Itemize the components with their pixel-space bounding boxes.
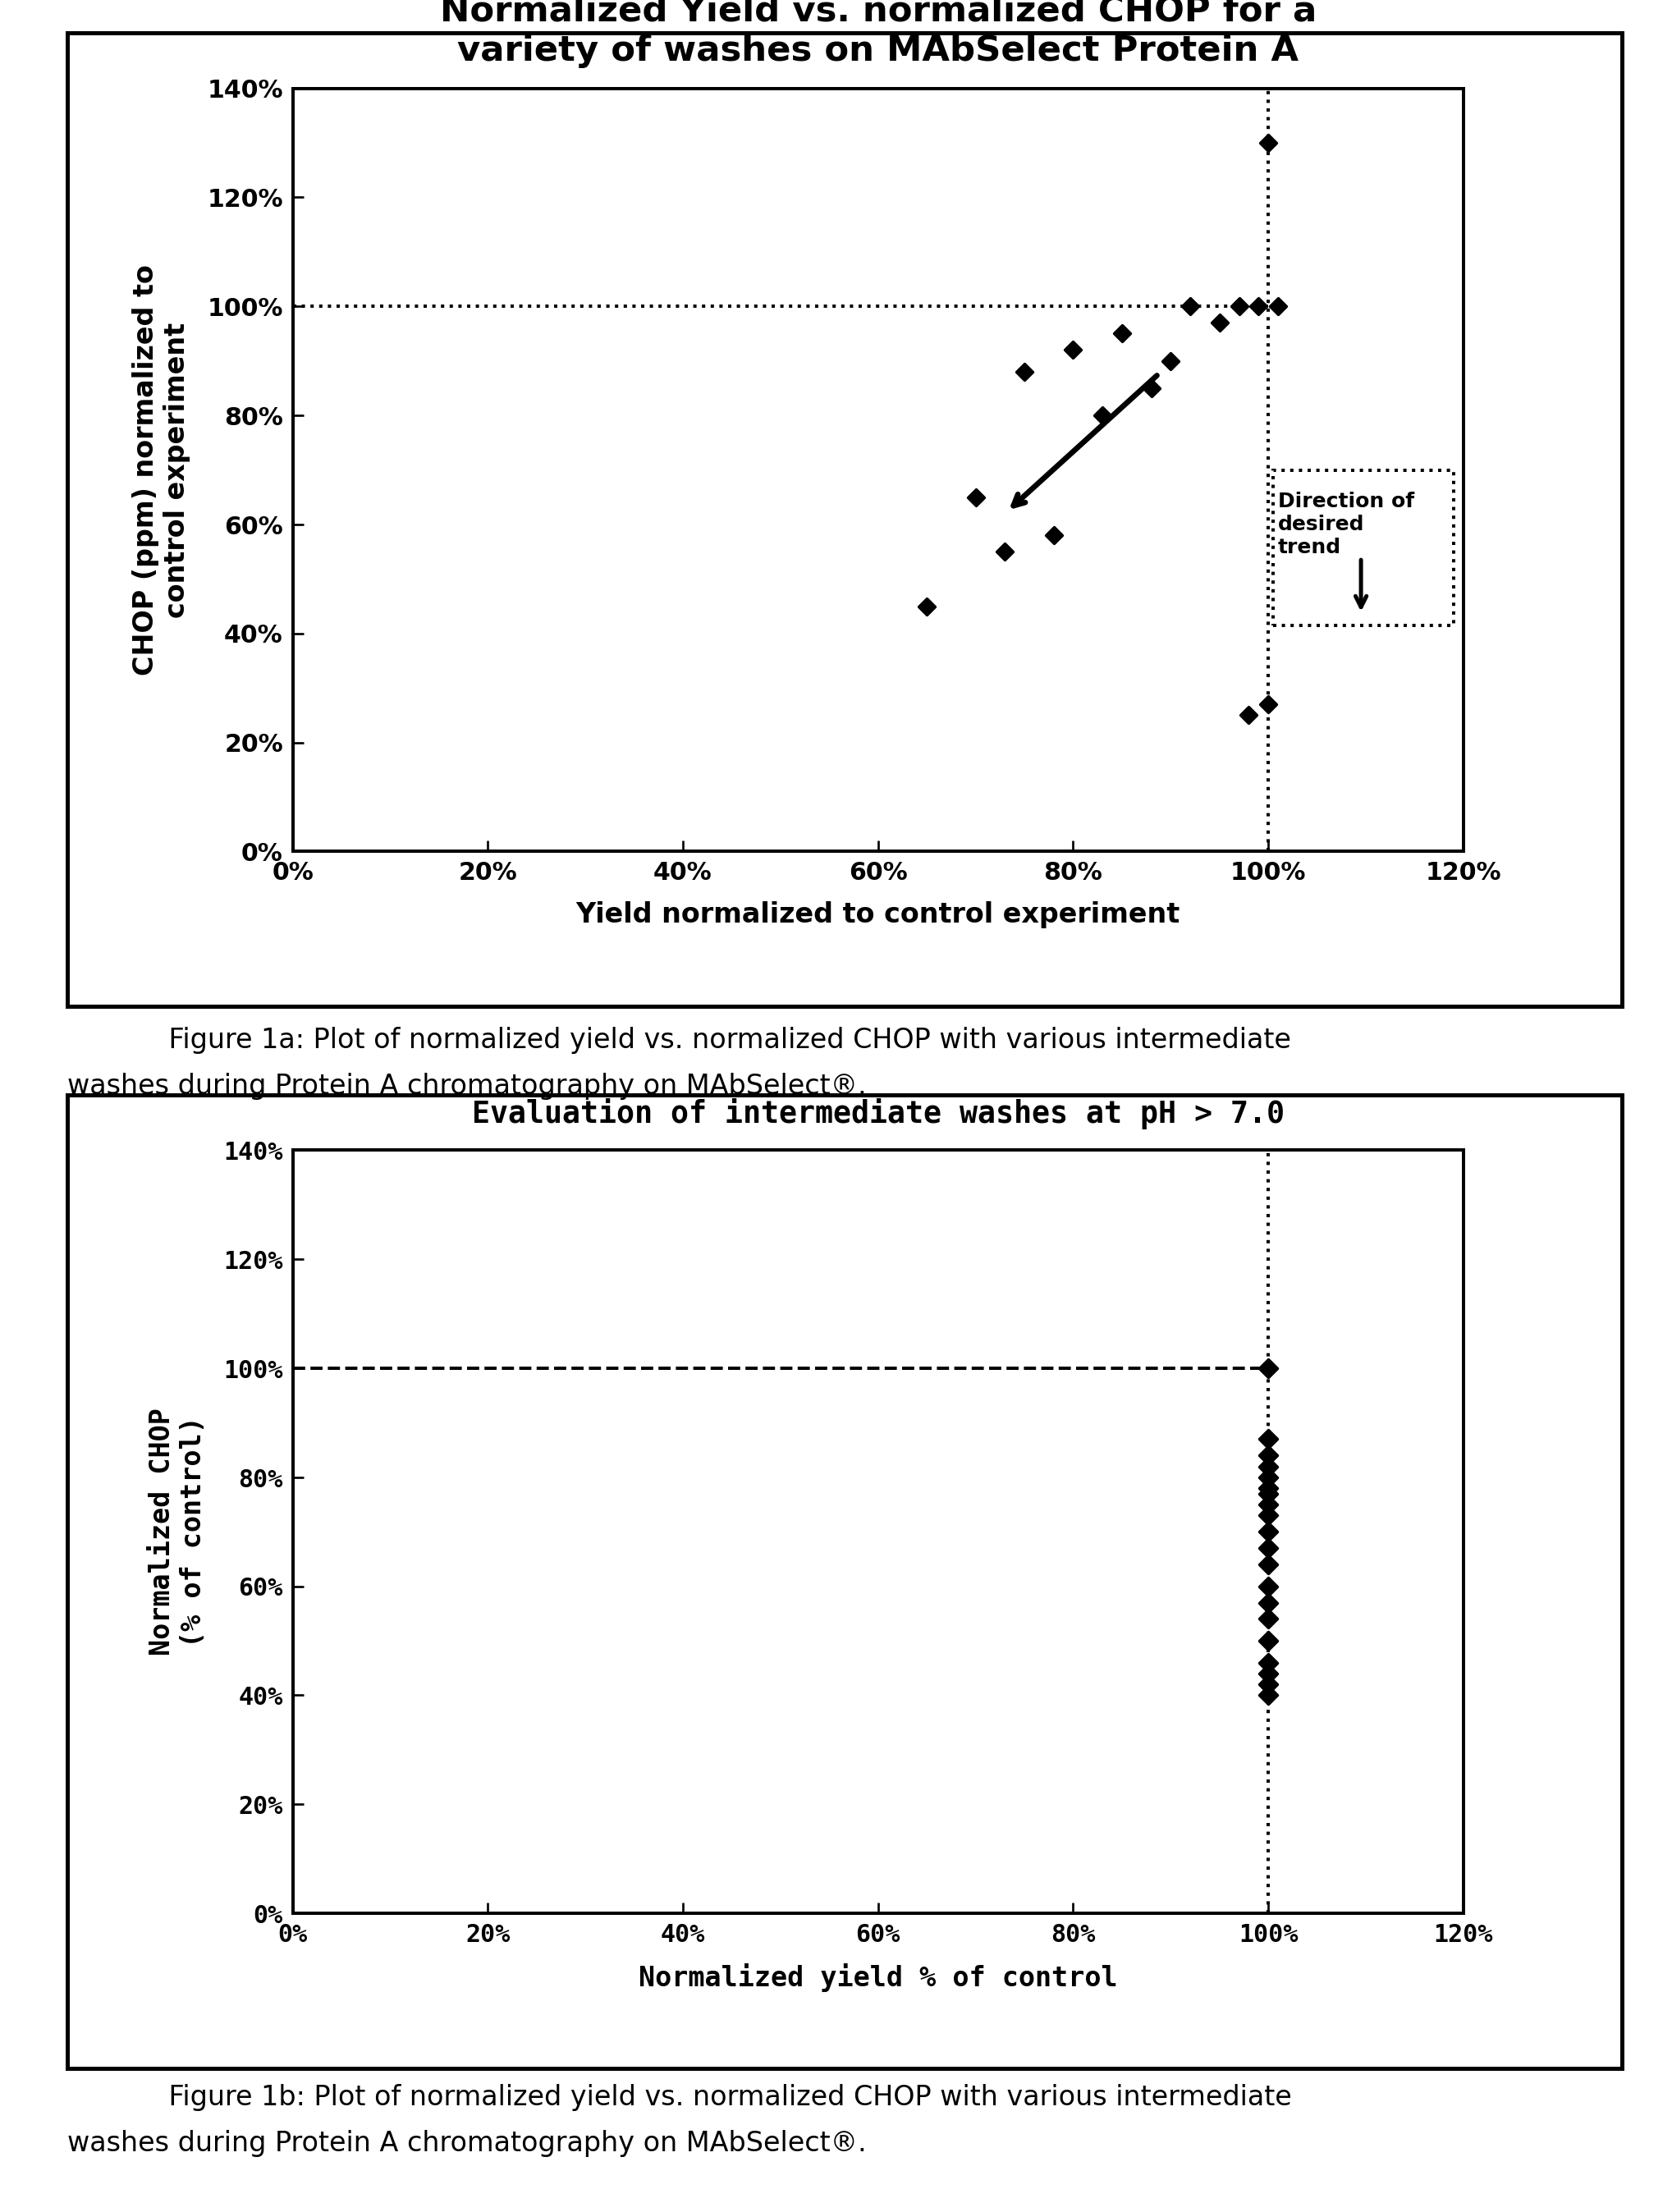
Point: [1254, 1677, 1281, 1712]
Point: [1254, 1668, 1281, 1703]
Point: [1254, 1546, 1281, 1582]
Point: [1254, 126, 1281, 161]
Title: Evaluation of intermediate washes at pH > 7.0: Evaluation of intermediate washes at pH …: [472, 1099, 1284, 1130]
Point: [1040, 518, 1067, 553]
Point: [1157, 343, 1184, 378]
Point: [1254, 1646, 1281, 1681]
Y-axis label: Normalized CHOP
(% of control): Normalized CHOP (% of control): [149, 1407, 207, 1657]
Point: [1254, 1568, 1281, 1604]
Point: [1060, 332, 1087, 367]
Title: Normalized Yield vs. normalized CHOP for a
variety of washes on MAbSelect Protei: Normalized Yield vs. normalized CHOP for…: [440, 0, 1316, 69]
Y-axis label: CHOP (ppm) normalized to
control experiment: CHOP (ppm) normalized to control experim…: [132, 265, 191, 675]
Point: [1226, 290, 1252, 325]
Point: [1254, 1498, 1281, 1533]
Point: [1254, 1471, 1281, 1506]
Point: [1254, 1475, 1281, 1511]
Point: [1244, 290, 1272, 325]
Point: [1254, 1657, 1281, 1692]
Text: Figure 1a: Plot of normalized yield vs. normalized CHOP with various intermediat: Figure 1a: Plot of normalized yield vs. …: [134, 1026, 1291, 1053]
Point: [1254, 1449, 1281, 1484]
Point: [1088, 398, 1115, 434]
Point: [913, 588, 940, 624]
Point: [1254, 1486, 1281, 1522]
Text: Direction of
desired
trend: Direction of desired trend: [1277, 491, 1415, 557]
Point: [1137, 372, 1164, 407]
FancyBboxPatch shape: [1272, 471, 1453, 626]
Point: [1206, 305, 1232, 341]
X-axis label: Yield normalized to control experiment: Yield normalized to control experiment: [575, 902, 1180, 929]
Point: [991, 533, 1018, 568]
Point: [1254, 1601, 1281, 1637]
Text: washes during Protein A chromatography on MAbSelect®.: washes during Protein A chromatography o…: [67, 1073, 866, 1099]
Point: [1264, 290, 1291, 325]
Point: [1254, 1460, 1281, 1495]
Point: [1109, 316, 1135, 352]
Text: washes during Protein A chromatography on MAbSelect®.: washes during Protein A chromatography o…: [67, 2130, 866, 2157]
Point: [1254, 1422, 1281, 1458]
Point: [1254, 1624, 1281, 1659]
Point: [1254, 1513, 1281, 1548]
Point: [1010, 354, 1037, 389]
Point: [1236, 697, 1262, 732]
X-axis label: Normalized yield % of control: Normalized yield % of control: [639, 1964, 1117, 1991]
Point: [961, 480, 988, 515]
Point: [1254, 1352, 1281, 1387]
Point: [1254, 1531, 1281, 1566]
Text: Figure 1b: Plot of normalized yield vs. normalized CHOP with various intermediat: Figure 1b: Plot of normalized yield vs. …: [134, 2084, 1291, 2110]
Point: [1177, 290, 1204, 325]
Point: [1254, 1586, 1281, 1621]
Point: [1254, 1438, 1281, 1473]
Point: [1254, 686, 1281, 721]
